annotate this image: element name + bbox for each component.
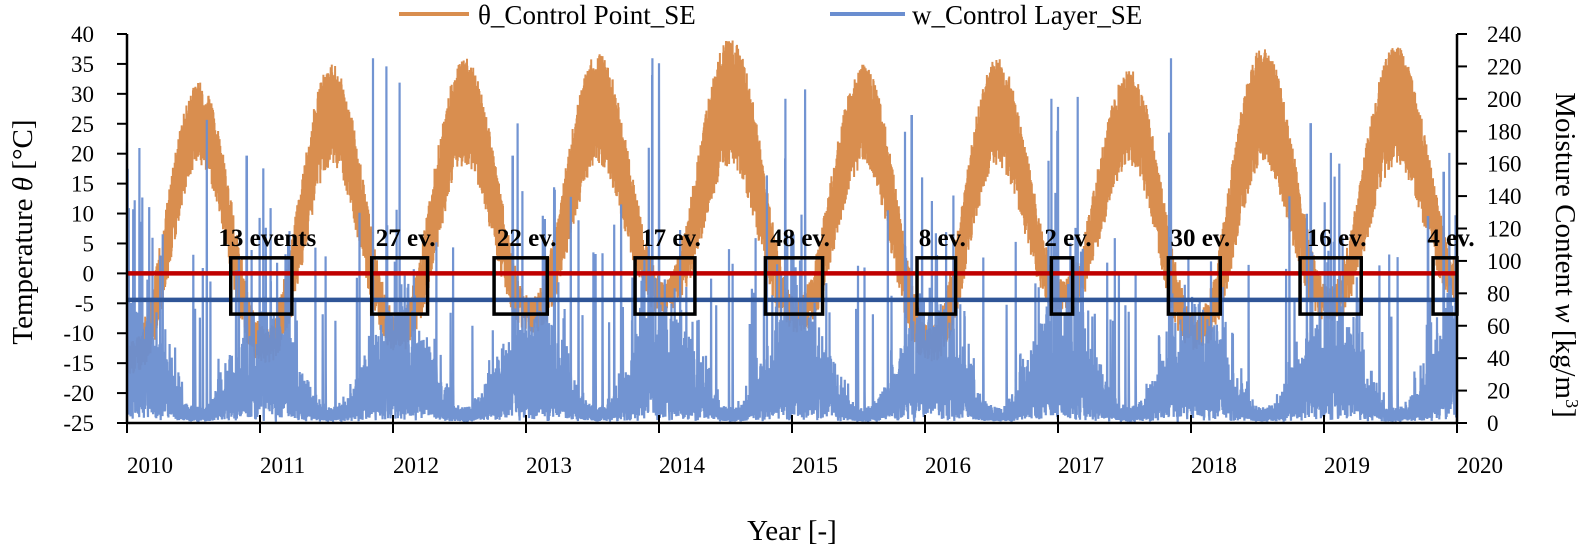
event-label: 17 ev. bbox=[641, 225, 701, 252]
y-axis-title-var: θ bbox=[7, 177, 39, 191]
threshold-layer bbox=[127, 271, 1457, 303]
y-tick-label: 15 bbox=[71, 172, 94, 197]
y2-axis-title-unit: [kg/m bbox=[1549, 323, 1581, 400]
x-tick-label: 2011 bbox=[260, 453, 305, 478]
y2-tick-label: 20 bbox=[1487, 379, 1510, 404]
x-tick-label: 2018 bbox=[1191, 453, 1237, 478]
y2-tick-label: 0 bbox=[1487, 411, 1499, 436]
y2-tick-label: 40 bbox=[1487, 346, 1510, 371]
x-tick-label: 2010 bbox=[127, 453, 173, 478]
y-tick-label: 30 bbox=[71, 82, 94, 107]
x-tick-label: 2019 bbox=[1324, 453, 1370, 478]
event-label: 4 ev. bbox=[1427, 225, 1474, 252]
event-box bbox=[228, 256, 294, 316]
event-label: 48 ev. bbox=[770, 225, 830, 252]
event-label: 27 ev. bbox=[376, 225, 436, 252]
x-axis-title: Year [-] bbox=[747, 515, 837, 547]
y-tick-label: 40 bbox=[71, 22, 94, 47]
axes-layer: 4035302520151050-5-10-15-20-252402202001… bbox=[63, 22, 1521, 478]
y2-axis-title-var: w bbox=[1549, 303, 1581, 323]
y2-tick-label: 80 bbox=[1487, 281, 1510, 306]
y2-tick-label: 100 bbox=[1487, 249, 1522, 274]
y-tick-label: -5 bbox=[75, 291, 94, 316]
event-label: 2 ev. bbox=[1044, 225, 1091, 252]
x-tick-label: 2014 bbox=[659, 453, 706, 478]
event-label: 22 ev. bbox=[497, 225, 557, 252]
y-tick-label: -15 bbox=[63, 351, 94, 376]
w-series-line bbox=[125, 58, 1458, 423]
y-axis-title: Temperature θ [°C] bbox=[7, 119, 39, 344]
y2-tick-label: 140 bbox=[1487, 184, 1522, 209]
event-layer: 13 events 27 ev. 22 ev. 17 ev. 48 ev. 8 ev. 2 … bbox=[218, 225, 1475, 316]
event-box bbox=[492, 256, 550, 316]
y2-tick-label: 220 bbox=[1487, 54, 1522, 79]
legend-label-w: w_Control Layer_SE bbox=[912, 0, 1142, 30]
legend: θ_Control Point_SE w_Control Layer_SE bbox=[399, 0, 1142, 30]
x-tick-label: 2020 bbox=[1457, 453, 1503, 478]
event-box bbox=[1166, 256, 1223, 316]
y-tick-label: 25 bbox=[71, 112, 94, 137]
y2-tick-label: 60 bbox=[1487, 314, 1510, 339]
event-box bbox=[1298, 256, 1363, 316]
y2-axis-title-end: ] bbox=[1549, 408, 1581, 418]
x-tick-label: 2017 bbox=[1058, 453, 1104, 478]
y2-tick-label: 120 bbox=[1487, 217, 1522, 242]
y-tick-label: -20 bbox=[63, 381, 94, 406]
event-box bbox=[915, 256, 958, 316]
y-axis-title-unit: [°C] bbox=[7, 119, 39, 177]
y-tick-label: 10 bbox=[71, 202, 94, 227]
event-box bbox=[633, 256, 697, 316]
y-axis-title-main: Temperature bbox=[7, 191, 39, 344]
y-tick-label: -10 bbox=[63, 321, 94, 346]
event-label: 16 ev. bbox=[1307, 225, 1367, 252]
y2-tick-label: 240 bbox=[1487, 22, 1522, 47]
y2-tick-label: 200 bbox=[1487, 87, 1522, 112]
y-tick-label: -25 bbox=[63, 411, 94, 436]
event-label: 8 ev. bbox=[919, 225, 966, 252]
y2-tick-label: 180 bbox=[1487, 119, 1522, 144]
y2-tick-label: 160 bbox=[1487, 152, 1522, 177]
x-tick-label: 2016 bbox=[925, 453, 971, 478]
event-box bbox=[1049, 256, 1075, 316]
y2-axis-title-main: Moisture Content bbox=[1549, 92, 1581, 303]
y-tick-label: 0 bbox=[83, 261, 95, 286]
series-layer bbox=[125, 40, 1458, 423]
y-tick-label: 35 bbox=[71, 52, 94, 77]
x-tick-label: 2013 bbox=[526, 453, 572, 478]
x-tick-label: 2015 bbox=[792, 453, 838, 478]
event-label: 13 events bbox=[218, 225, 316, 252]
x-tick-label: 2012 bbox=[393, 453, 439, 478]
event-box bbox=[763, 256, 825, 316]
y-tick-label: 20 bbox=[71, 142, 94, 167]
legend-label-theta: θ_Control Point_SE bbox=[478, 0, 696, 30]
event-box bbox=[369, 256, 430, 316]
y2-axis-title-sup: 3 bbox=[1562, 399, 1582, 408]
y2-axis-title: Moisture Content w [kg/m3] bbox=[1549, 92, 1582, 418]
event-label: 30 ev. bbox=[1170, 225, 1230, 252]
y-tick-label: 5 bbox=[83, 231, 95, 256]
